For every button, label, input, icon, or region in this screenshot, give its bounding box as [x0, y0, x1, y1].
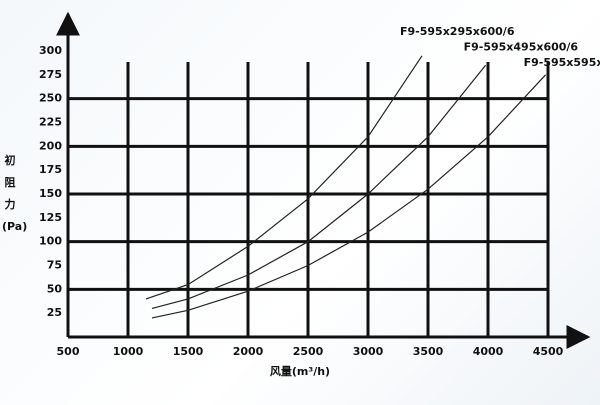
y-tick-label: 50	[47, 282, 63, 295]
y-tick-label: 225	[39, 116, 62, 129]
series-label: F9-595x495x600/6	[464, 40, 579, 53]
y-tick-label: 275	[39, 68, 62, 81]
x-tick-label: 2500	[293, 345, 324, 358]
y-tick-label: 175	[39, 163, 62, 176]
x-tick-label: 500	[57, 345, 80, 358]
y-tick-label: 150	[39, 187, 62, 200]
y-tick-label: 100	[39, 235, 62, 248]
series-line	[151, 74, 547, 319]
y-tick-label: 300	[39, 44, 62, 57]
y-tick-label: 125	[39, 211, 62, 224]
y-tick-label: 200	[39, 139, 62, 152]
series-label: F9-595x595x600/6	[524, 56, 600, 69]
x-tick-label: 4000	[473, 345, 504, 358]
series-label: F9-595x295x600/6	[400, 25, 515, 38]
y-tick-label: 75	[47, 259, 62, 272]
y-axis-label: 初阻力(Pa)	[2, 154, 28, 233]
y-tick-label: 25	[47, 306, 62, 319]
x-tick-label: 1000	[113, 345, 144, 358]
series-line	[151, 64, 487, 309]
x-tick-label: 3000	[353, 345, 384, 358]
x-tick-label: 3500	[413, 345, 444, 358]
x-tick-label: 4500	[533, 345, 564, 358]
y-tick-label: 250	[39, 92, 62, 105]
series-line	[145, 55, 423, 300]
x-tick-label: 1500	[173, 345, 204, 358]
x-axis-label: 风量(m³/h)	[270, 364, 330, 378]
x-tick-label: 2000	[233, 345, 264, 358]
